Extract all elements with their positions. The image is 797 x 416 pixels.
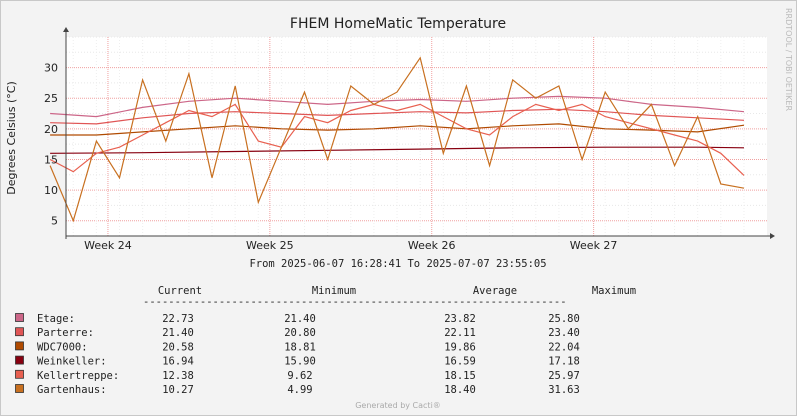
legend-current: 12.38	[162, 370, 194, 382]
legend-headers: Current Minimum Average Maximum	[158, 285, 636, 297]
legend-swatch	[15, 384, 24, 393]
axes	[63, 27, 775, 239]
legend-header: Current	[158, 285, 202, 297]
series-line-parterre	[50, 108, 745, 125]
legend-average: 16.59	[444, 356, 476, 368]
legend-label: Etage:	[37, 313, 75, 325]
legend-maximum: 25.80	[548, 313, 580, 325]
legend-maximum: 31.63	[548, 384, 580, 396]
legend-label: Weinkeller:	[37, 356, 107, 368]
series-line-etage	[50, 95, 745, 118]
series-line-gartenhaus	[49, 56, 745, 223]
legend-minimum: 4.99	[287, 384, 312, 396]
legend-header: Minimum	[312, 285, 356, 297]
legend-row: WDC7000: 20.58 18.81 19.86 22.04	[15, 341, 580, 353]
plot-area	[66, 37, 767, 236]
y-axis-arrow	[63, 27, 69, 32]
legend-current: 10.27	[162, 384, 194, 396]
legend-maximum: 25.97	[548, 370, 580, 382]
grid-lines	[66, 36, 767, 237]
legend-label: Gartenhaus:	[37, 384, 107, 396]
x-tick-labels: Week 24 Week 25 Week 26 Week 27	[84, 239, 617, 252]
series-line-weinkeller	[50, 146, 745, 154]
legend-current: 16.94	[162, 356, 194, 368]
legend-swatch	[15, 341, 24, 351]
legend-swatch	[15, 327, 24, 337]
y-tick-label: 30	[44, 62, 58, 75]
footer-credit: Generated by Cacti®	[355, 401, 441, 410]
x-axis-arrow	[770, 233, 775, 239]
legend-minimum: 20.80	[284, 327, 316, 339]
legend-minimum: 15.90	[284, 356, 316, 368]
y-tick-label: 25	[44, 92, 58, 105]
legend-maximum: 17.18	[548, 356, 580, 368]
legend-rows: Etage: 22.73 21.40 23.82 25.80 Parterre: 21.40…	[15, 313, 580, 396]
legend-minimum: 9.62	[287, 370, 312, 382]
legend-row: Parterre: 21.40 20.80 22.11 23.40	[15, 327, 580, 339]
legend-row: Gartenhaus: 10.27 4.99 18.40 31.63	[15, 384, 580, 396]
y-tick-labels: 5 10 15 20 25 30	[44, 62, 58, 228]
y-axis-label: Degrees Celsius (°C)	[5, 81, 18, 195]
legend-current: 22.73	[162, 313, 194, 325]
legend-separator: ----------------------------------------…	[143, 296, 567, 308]
legend-average: 23.82	[444, 313, 476, 325]
legend-row: Etage: 22.73 21.40 23.82 25.80	[15, 313, 580, 325]
legend-minimum: 21.40	[284, 313, 316, 325]
legend-maximum: 22.04	[548, 341, 580, 353]
legend-average: 18.15	[444, 370, 476, 382]
x-tick-label: Week 24	[84, 239, 132, 252]
date-range: From 2025-06-07 16:28:41 To 2025-07-07 2…	[249, 258, 546, 270]
legend-average: 18.40	[444, 384, 476, 396]
legend-swatch	[15, 369, 24, 379]
legend-current: 21.40	[162, 327, 194, 339]
legend-row: Kellertreppe: 12.38 9.62 18.15 25.97	[15, 369, 580, 382]
legend-header: Average	[473, 285, 517, 297]
rrdtool-watermark: RRDTOOL / TOBI OETIKER	[784, 8, 793, 111]
legend-minimum: 18.81	[284, 341, 316, 353]
x-tick-label: Week 25	[246, 239, 294, 252]
x-tick-label: Week 26	[408, 239, 456, 252]
legend-swatch	[15, 355, 24, 365]
legend-current: 20.58	[162, 341, 194, 353]
legend-label: Parterre:	[37, 327, 94, 339]
legend-maximum: 23.40	[548, 327, 580, 339]
legend-swatch	[15, 313, 24, 322]
legend-average: 22.11	[444, 327, 476, 339]
y-tick-label: 20	[44, 123, 58, 136]
x-tick-label: Week 27	[570, 239, 618, 252]
y-tick-label: 15	[44, 153, 58, 166]
legend-label: Kellertreppe:	[37, 370, 119, 382]
series-line-kellertreppe	[49, 103, 745, 176]
chart-title: FHEM HomeMatic Temperature	[290, 16, 506, 32]
legend-label: WDC7000:	[37, 341, 88, 353]
legend-header: Maximum	[592, 285, 636, 297]
legend-row: Weinkeller: 16.94 15.90 16.59 17.18	[15, 355, 580, 368]
legend-average: 19.86	[444, 341, 476, 353]
y-tick-label: 5	[51, 215, 58, 228]
y-tick-label: 10	[44, 184, 58, 197]
series-layer	[49, 56, 745, 223]
